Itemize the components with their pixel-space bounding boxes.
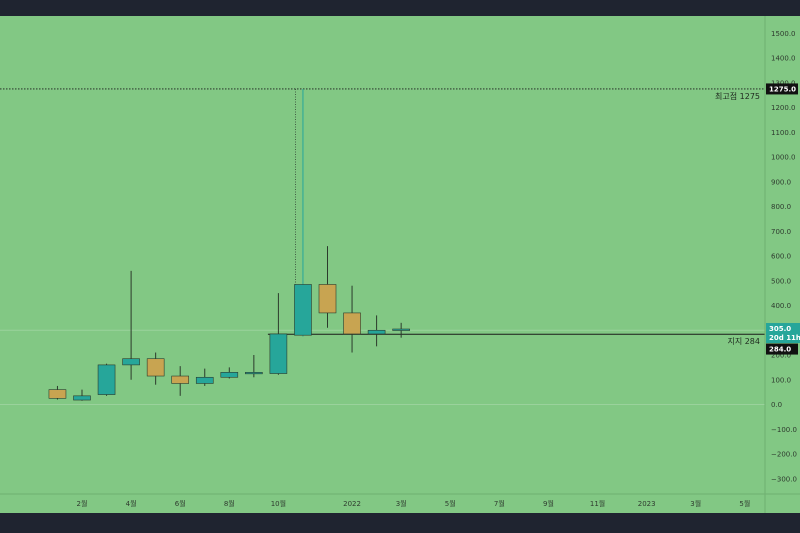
badge-current-bg xyxy=(766,323,800,344)
level-layer: 최고점 1275 지지 284 xyxy=(0,88,765,346)
x-tick-label: 9월 xyxy=(543,499,554,508)
candle xyxy=(97,363,116,396)
y-tick-label: 700.0 xyxy=(771,228,791,236)
candle xyxy=(48,385,67,400)
candle-body xyxy=(122,358,140,366)
y-tick-label: 0.0 xyxy=(771,401,782,409)
candle-body xyxy=(367,329,386,335)
candle-layer xyxy=(48,88,410,401)
y-tick-label: 800.0 xyxy=(771,203,791,211)
candle xyxy=(343,285,361,353)
badge-current-price: 305.0 xyxy=(769,325,791,333)
candle-body xyxy=(97,364,116,395)
candle xyxy=(73,389,91,401)
candle xyxy=(367,315,386,347)
candle xyxy=(392,322,410,338)
y-tick-label: −300.0 xyxy=(771,475,797,483)
candle-body xyxy=(343,312,361,335)
candle xyxy=(318,246,337,328)
candle-body xyxy=(195,376,214,384)
y-tick-label: 1500.0 xyxy=(771,30,796,38)
x-tick-label: 2023 xyxy=(638,500,656,508)
y-tick-label: 200.0 xyxy=(771,352,791,360)
candle-body xyxy=(269,333,288,374)
x-tick-label: 5월 xyxy=(739,499,750,508)
candle xyxy=(122,270,140,380)
candle-body xyxy=(48,389,67,399)
bottom-bar xyxy=(0,513,800,533)
y-tick-label: 600.0 xyxy=(771,253,791,261)
badge-support-text: 284.0 xyxy=(769,346,791,354)
badge-current-countdown: 20d 11h xyxy=(769,334,800,342)
x-tick-label: 7월 xyxy=(494,499,505,508)
x-tick-label: 6월 xyxy=(175,499,186,508)
candle xyxy=(269,293,288,375)
badge-high-bg xyxy=(766,83,798,95)
y-tick-label: 1400.0 xyxy=(771,55,796,63)
y-tick-label: 400.0 xyxy=(771,302,791,310)
candle xyxy=(171,366,189,396)
candle xyxy=(220,367,239,379)
x-tick-label: 3월 xyxy=(396,499,407,508)
candle-body xyxy=(318,284,337,314)
y-tick-label: 100.0 xyxy=(771,376,791,384)
candle-body xyxy=(220,372,239,378)
y-tick-label: 1200.0 xyxy=(771,104,796,112)
y-tick-label: 1300.0 xyxy=(771,79,796,87)
x-tick-label: 2월 xyxy=(77,499,88,508)
badge-support: 284.0 xyxy=(766,343,798,355)
candle-body xyxy=(245,372,263,375)
y-tick-label: 1000.0 xyxy=(771,154,796,162)
x-tick-label: 2022 xyxy=(343,500,361,508)
candle-body xyxy=(171,375,189,384)
y-tick-label: 500.0 xyxy=(771,277,791,285)
candle xyxy=(245,355,263,378)
x-tick-label: 11월 xyxy=(590,499,605,508)
candle-body xyxy=(392,328,410,331)
x-tick-label: 10월 xyxy=(271,499,286,508)
candle xyxy=(146,352,165,385)
x-tick-label: 3월 xyxy=(690,499,701,508)
level-label-support: 지지 284 xyxy=(727,337,760,346)
level-label-high: 최고점 1275 xyxy=(715,91,760,101)
candle xyxy=(294,88,312,337)
badge-high: 1275.0 xyxy=(766,83,798,95)
chart-area[interactable]: 최고점 1275 지지 284 1500.0 1400.0 1300.0 1200.0 1… xyxy=(0,16,800,513)
candle-body xyxy=(294,284,312,336)
badge-high-text: 1275.0 xyxy=(769,85,796,93)
candle-body xyxy=(146,358,165,377)
y-tick-label: −200.0 xyxy=(771,451,797,459)
x-tick-label: 5월 xyxy=(445,499,456,508)
time-axis: 2월 4월 6월 8월 10월 2022 3월 5월 7월 9월 11월 2023 3월 5월 xyxy=(0,493,800,508)
candle-body xyxy=(73,395,91,401)
y-tick-label: 900.0 xyxy=(771,178,791,186)
badge-support-bg xyxy=(766,343,798,355)
x-tick-label: 8월 xyxy=(224,499,235,508)
candle xyxy=(195,368,214,386)
top-bar xyxy=(0,0,800,16)
x-tick-label: 4월 xyxy=(126,499,137,508)
y-tick-label: −100.0 xyxy=(771,426,797,434)
y-tick-label: 1100.0 xyxy=(771,129,796,137)
